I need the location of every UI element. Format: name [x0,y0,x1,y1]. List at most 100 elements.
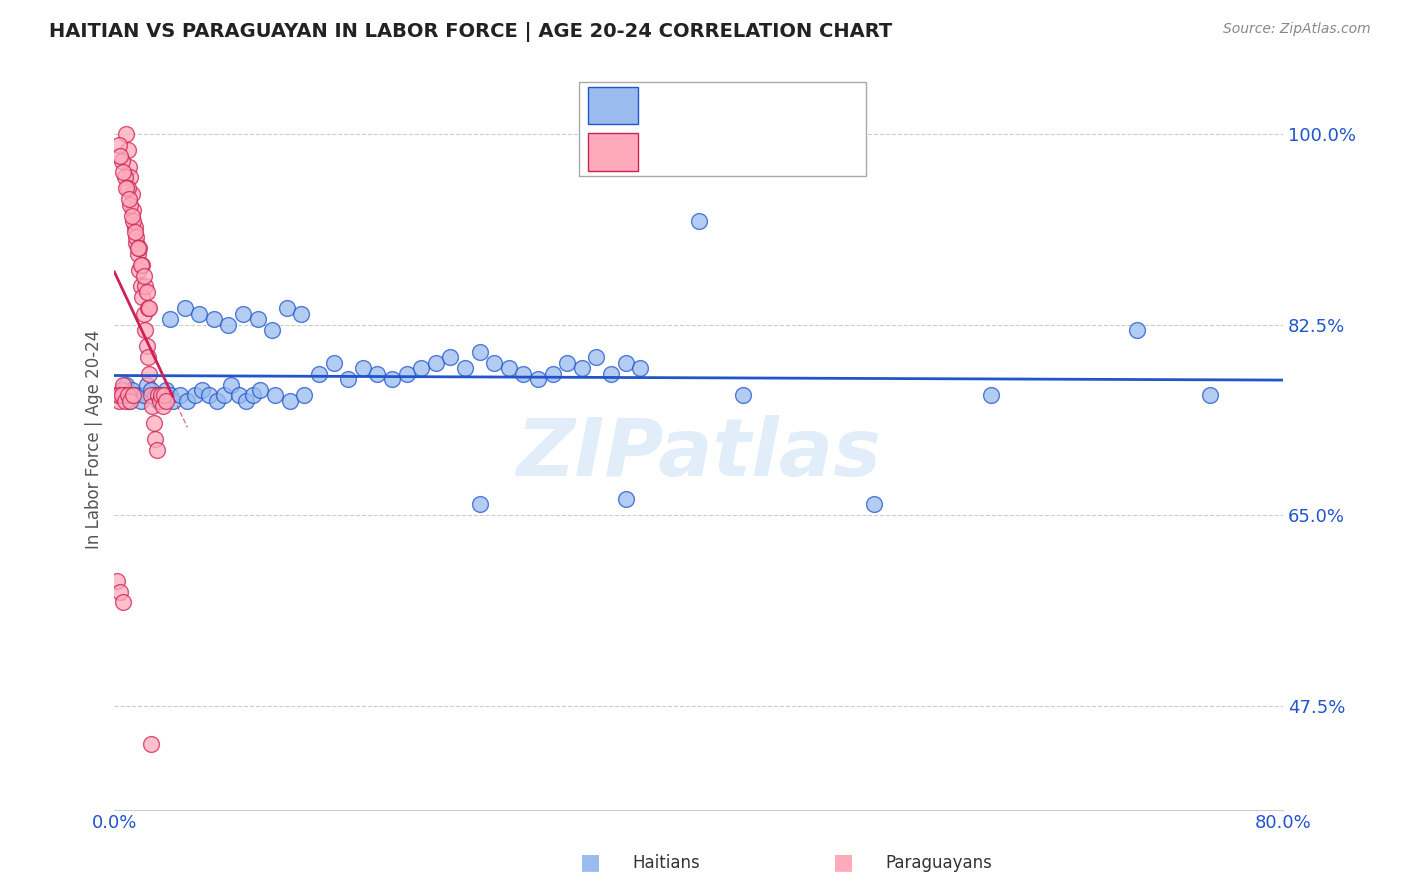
Point [169,388,191,402]
Point [129,258,152,272]
FancyBboxPatch shape [579,82,866,177]
Text: R =  0.290: R = 0.290 [650,143,747,161]
Text: Source: ZipAtlas.com: Source: ZipAtlas.com [1223,22,1371,37]
Point [129,393,152,408]
Point [980,388,1002,402]
Point [731,388,754,402]
Point [142,416,165,430]
Point [128,241,150,255]
Point [107,137,129,152]
Text: Haitians: Haitians [633,855,700,872]
Point [139,737,162,751]
Point [232,307,254,321]
Point [114,393,136,408]
Point [1199,388,1222,402]
Point [120,393,142,408]
Point [205,393,228,408]
Point [136,301,159,316]
Point [135,285,157,299]
Point [242,388,264,402]
Point [212,388,235,402]
Point [217,318,239,332]
Point [278,393,301,408]
Point [141,400,163,414]
Point [571,361,593,376]
Text: R = -0.033: R = -0.033 [650,97,748,115]
Point [600,367,623,381]
Text: Paraguayans: Paraguayans [886,855,993,872]
Point [111,388,134,402]
Point [235,393,257,408]
Point [122,214,145,228]
Point [202,312,225,326]
Point [112,595,135,609]
Point [132,388,155,402]
Point [585,351,607,365]
Point [125,235,148,250]
Point [146,442,169,457]
Text: N = 66: N = 66 [778,143,839,161]
Point [246,312,269,326]
Point [110,584,132,599]
Point [454,361,477,376]
Text: N = 71: N = 71 [778,97,839,115]
Point [249,383,271,397]
Point [124,219,146,234]
Point [131,258,153,272]
Point [628,361,651,376]
Point [128,263,150,277]
Point [114,388,136,402]
Point [115,377,138,392]
Point [139,388,162,402]
Point [292,388,315,402]
Point [1126,323,1149,337]
Text: ■: ■ [581,853,600,872]
Point [118,160,141,174]
Point [135,377,157,392]
Point [125,230,148,244]
Point [124,225,146,239]
Point [136,351,159,365]
Point [129,279,152,293]
Point [395,367,418,381]
Point [111,154,134,169]
Point [155,383,177,397]
Point [153,388,176,402]
Point [105,388,128,402]
Point [381,372,404,386]
Point [276,301,298,316]
Point [614,356,637,370]
Point [498,361,520,376]
Point [159,388,181,402]
Point [135,339,157,353]
Point [184,388,207,402]
Point [120,198,142,212]
Point [115,127,138,141]
Point [198,388,221,402]
Point [105,574,128,588]
Point [118,393,141,408]
Point [111,388,134,402]
Y-axis label: In Labor Force | Age 20-24: In Labor Force | Age 20-24 [86,329,103,549]
Point [138,301,160,316]
Point [411,361,433,376]
Point [117,143,139,157]
Point [863,497,886,511]
Point [139,383,162,397]
Point [122,388,145,402]
Point [150,388,173,402]
Point [125,388,148,402]
Point [337,372,360,386]
Point [112,165,135,179]
Point [150,388,173,402]
Point [121,209,143,223]
Point [482,356,505,370]
Point [688,214,710,228]
Point [127,247,149,261]
Point [110,388,132,402]
Point [138,367,160,381]
Point [149,393,172,408]
Point [127,241,149,255]
Text: HAITIAN VS PARAGUAYAN IN LABOR FORCE | AGE 20-24 CORRELATION CHART: HAITIAN VS PARAGUAYAN IN LABOR FORCE | A… [49,22,893,42]
Point [132,307,155,321]
